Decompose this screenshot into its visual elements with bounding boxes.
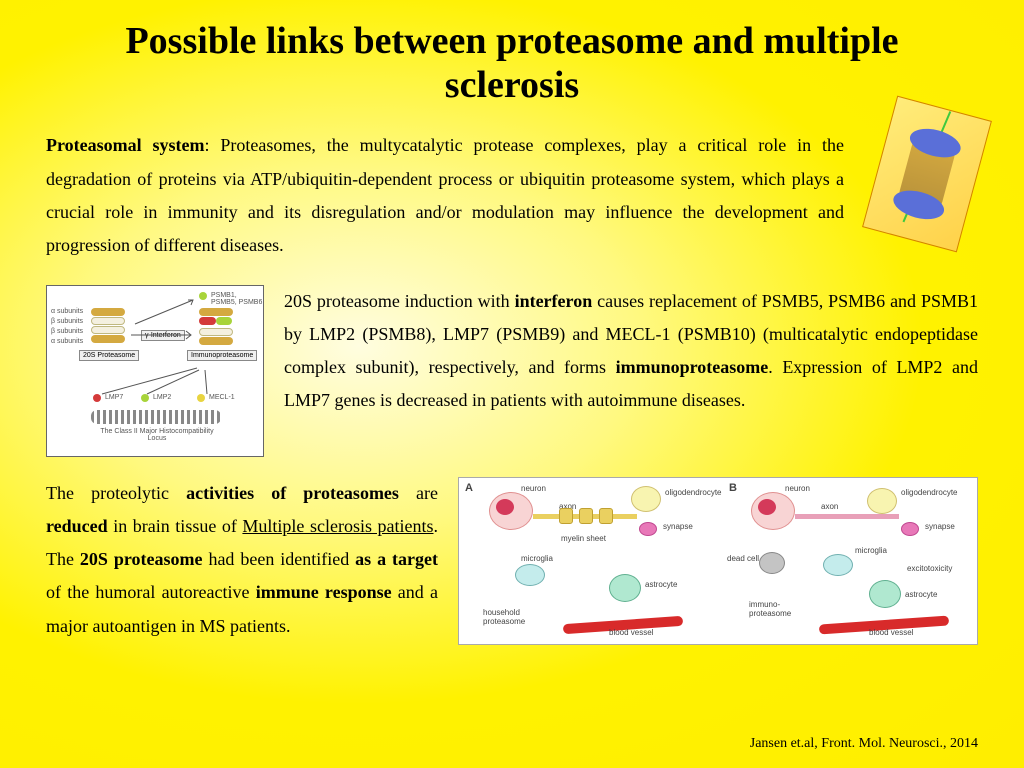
label-astro-a: astrocyte (645, 580, 677, 589)
label-neuron-b: neuron (785, 484, 810, 493)
astro-b-icon (869, 580, 901, 608)
label-alpha2: α subunits (51, 338, 83, 345)
label-alpha: α subunits (51, 308, 83, 315)
panel-b-label: B (729, 482, 737, 494)
section-ms: The proteolytic activities of proteasome… (46, 477, 978, 645)
para1-lead: Proteasomal system (46, 135, 205, 155)
label-20s: 20S Proteasome (79, 350, 139, 361)
p3-t5: had been identified (203, 549, 356, 569)
dead-cell-icon (759, 552, 785, 574)
label-beta2: β subunits (51, 328, 83, 335)
p3-t3: in brain tissue of (108, 516, 243, 536)
dot-psmb-icon (199, 292, 207, 300)
label-astro-b: astrocyte (905, 590, 937, 599)
proteasome-barrel-icon (897, 136, 957, 211)
label-oligo-b: oligodendrocyte (901, 488, 957, 497)
arrow-right-icon (129, 330, 197, 340)
label-psmb: PSMB1, PSMB5, PSMB6 (211, 292, 263, 306)
neuron-a-icon (489, 492, 533, 530)
page-title: Possible links between proteasome and mu… (0, 0, 1024, 125)
label-mhc: The Class II Major Histocompatibility Lo… (97, 428, 217, 442)
neuron-b-icon (751, 492, 795, 530)
synapse-b-icon (901, 522, 919, 536)
label-immunoproteasome: Immunoproteasome (187, 350, 257, 361)
astro-a-icon (609, 574, 641, 602)
oligo-b-icon (867, 488, 897, 514)
label-blood-a: blood vessel (609, 628, 653, 637)
label-microglia-a: microglia (521, 554, 553, 563)
synapse-a-icon (639, 522, 657, 536)
p2-b1: interferon (515, 291, 593, 311)
p3-b5: immune response (256, 582, 392, 602)
p3-b2: reduced (46, 516, 108, 536)
label-synapse-a: synapse (663, 522, 693, 531)
paragraph-interferon: 20S proteasome induction with interferon… (284, 285, 978, 418)
p3-b1: activities of proteasomes (186, 483, 399, 503)
diagram-neuron-panels: A neuron axon myelin sheet oligodendrocy… (458, 477, 978, 645)
label-synapse-b: synapse (925, 522, 955, 531)
myelin-a3-icon (599, 508, 613, 524)
label-myelin-a: myelin sheet (561, 534, 606, 543)
panel-a-label: A (465, 482, 473, 494)
label-dead: dead cell (727, 554, 759, 563)
citation: Jansen et.al, Front. Mol. Neurosci., 201… (750, 736, 978, 752)
label-blood-b: blood vessel (869, 628, 913, 637)
microglia-b-icon (823, 554, 853, 576)
p3-u1: Multiple sclerosis patients (242, 516, 433, 536)
diagram-20s-immunoproteasome: α subunits β subunits β subunits α subun… (46, 285, 264, 457)
p2-b2: immunoproteasome (616, 357, 769, 377)
axon-b-icon (795, 514, 899, 519)
dna-locus-icon (91, 410, 221, 424)
barrel-20s-icon (91, 308, 125, 344)
p3-b4: as a target (355, 549, 438, 569)
label-beta: β subunits (51, 318, 83, 325)
label-axon-b: axon (821, 502, 838, 511)
section-interferon: α subunits β subunits β subunits α subun… (46, 285, 978, 457)
arrows-up-icon (97, 364, 217, 396)
microglia-a-icon (515, 564, 545, 586)
paragraph-proteasomal-system: Proteasomal system: Proteasomes, the mul… (46, 129, 844, 262)
label-excito: excitotoxicity (907, 564, 952, 573)
oligo-a-icon (631, 486, 661, 512)
label-microglia-b: microglia (855, 546, 887, 555)
myelin-a2-icon (579, 508, 593, 524)
label-oligo-a: oligodendrocyte (665, 488, 721, 497)
paragraph-ms: The proteolytic activities of proteasome… (46, 477, 438, 643)
p3-t1: The proteolytic (46, 483, 186, 503)
arrow-psmb-icon (133, 296, 203, 326)
label-neuron-a: neuron (521, 484, 546, 493)
p3-b3: 20S proteasome (80, 549, 203, 569)
p2-t1: 20S proteasome induction with (284, 291, 515, 311)
p3-t6: of the humoral autoreactive (46, 582, 256, 602)
label-immunop: immuno-proteasome (749, 600, 805, 618)
p3-t2: are (399, 483, 438, 503)
label-household-a: household proteasome (483, 608, 543, 626)
myelin-a1-icon (559, 508, 573, 524)
barrel-immuno-icon (199, 308, 233, 346)
